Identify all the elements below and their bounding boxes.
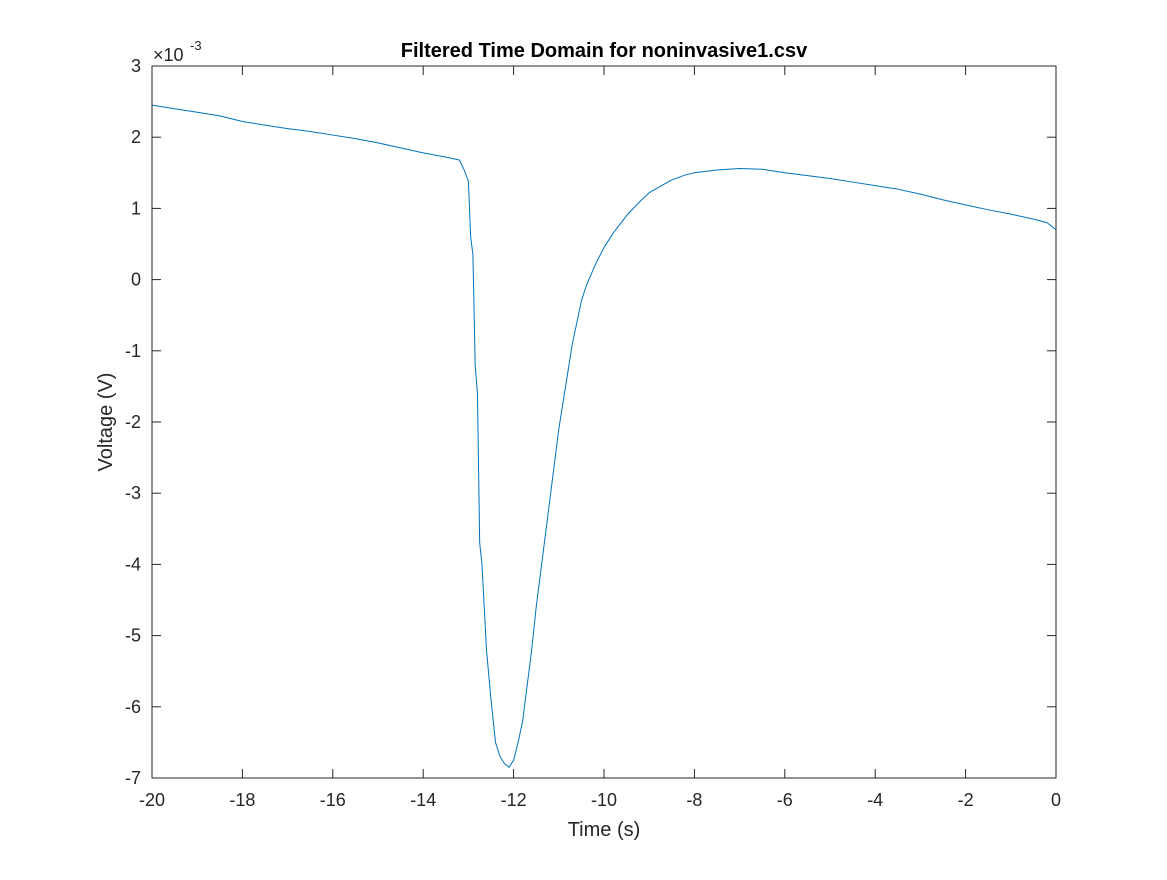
y-tick-label: -3 [125,483,141,503]
y-tick-label: -6 [125,697,141,717]
y-tick-label: 1 [131,198,141,218]
y-axis-label: Voltage (V) [95,373,117,472]
x-tick-label: -4 [867,790,883,810]
y-tick-label: -4 [125,554,141,574]
series-layer [151,104,1057,768]
y-tick-label: -1 [125,341,141,361]
plot-area [152,66,1056,778]
y-exponent-power: -3 [190,38,202,53]
x-tick-label: -6 [777,790,793,810]
series-line-1 [151,104,1057,768]
x-tick-label: -14 [410,790,436,810]
y-tick-label: -7 [125,768,141,788]
y-exponent-label: ×10 -3 [153,38,202,65]
axes-box [151,65,1057,779]
x-tick-label: -2 [958,790,974,810]
y-tick-label: -2 [125,412,141,432]
chart-title: Filtered Time Domain for noninvasive1.cs… [401,40,808,62]
y-tick-label: 0 [131,270,141,290]
x-tick-label: -16 [320,790,346,810]
y-exponent-base: ×10 [153,45,184,65]
x-axis-label: Time (s) [568,819,641,841]
y-tick-label: 2 [131,127,141,147]
x-tick-label: -8 [686,790,702,810]
tick-labels: -20 -18 -16 -14 -12 -10 -8 -6 -4 -2 0-7-6-5-4-3-2-… [125,56,1061,810]
x-tick-label: 0 [1051,790,1061,810]
x-tick-label: -20 [139,790,165,810]
x-tick-label: -10 [591,790,617,810]
x-tick-label: -18 [229,790,255,810]
x-tick-label: -12 [501,790,527,810]
y-tick-label: 3 [131,56,141,76]
y-tick-label: -5 [125,626,141,646]
